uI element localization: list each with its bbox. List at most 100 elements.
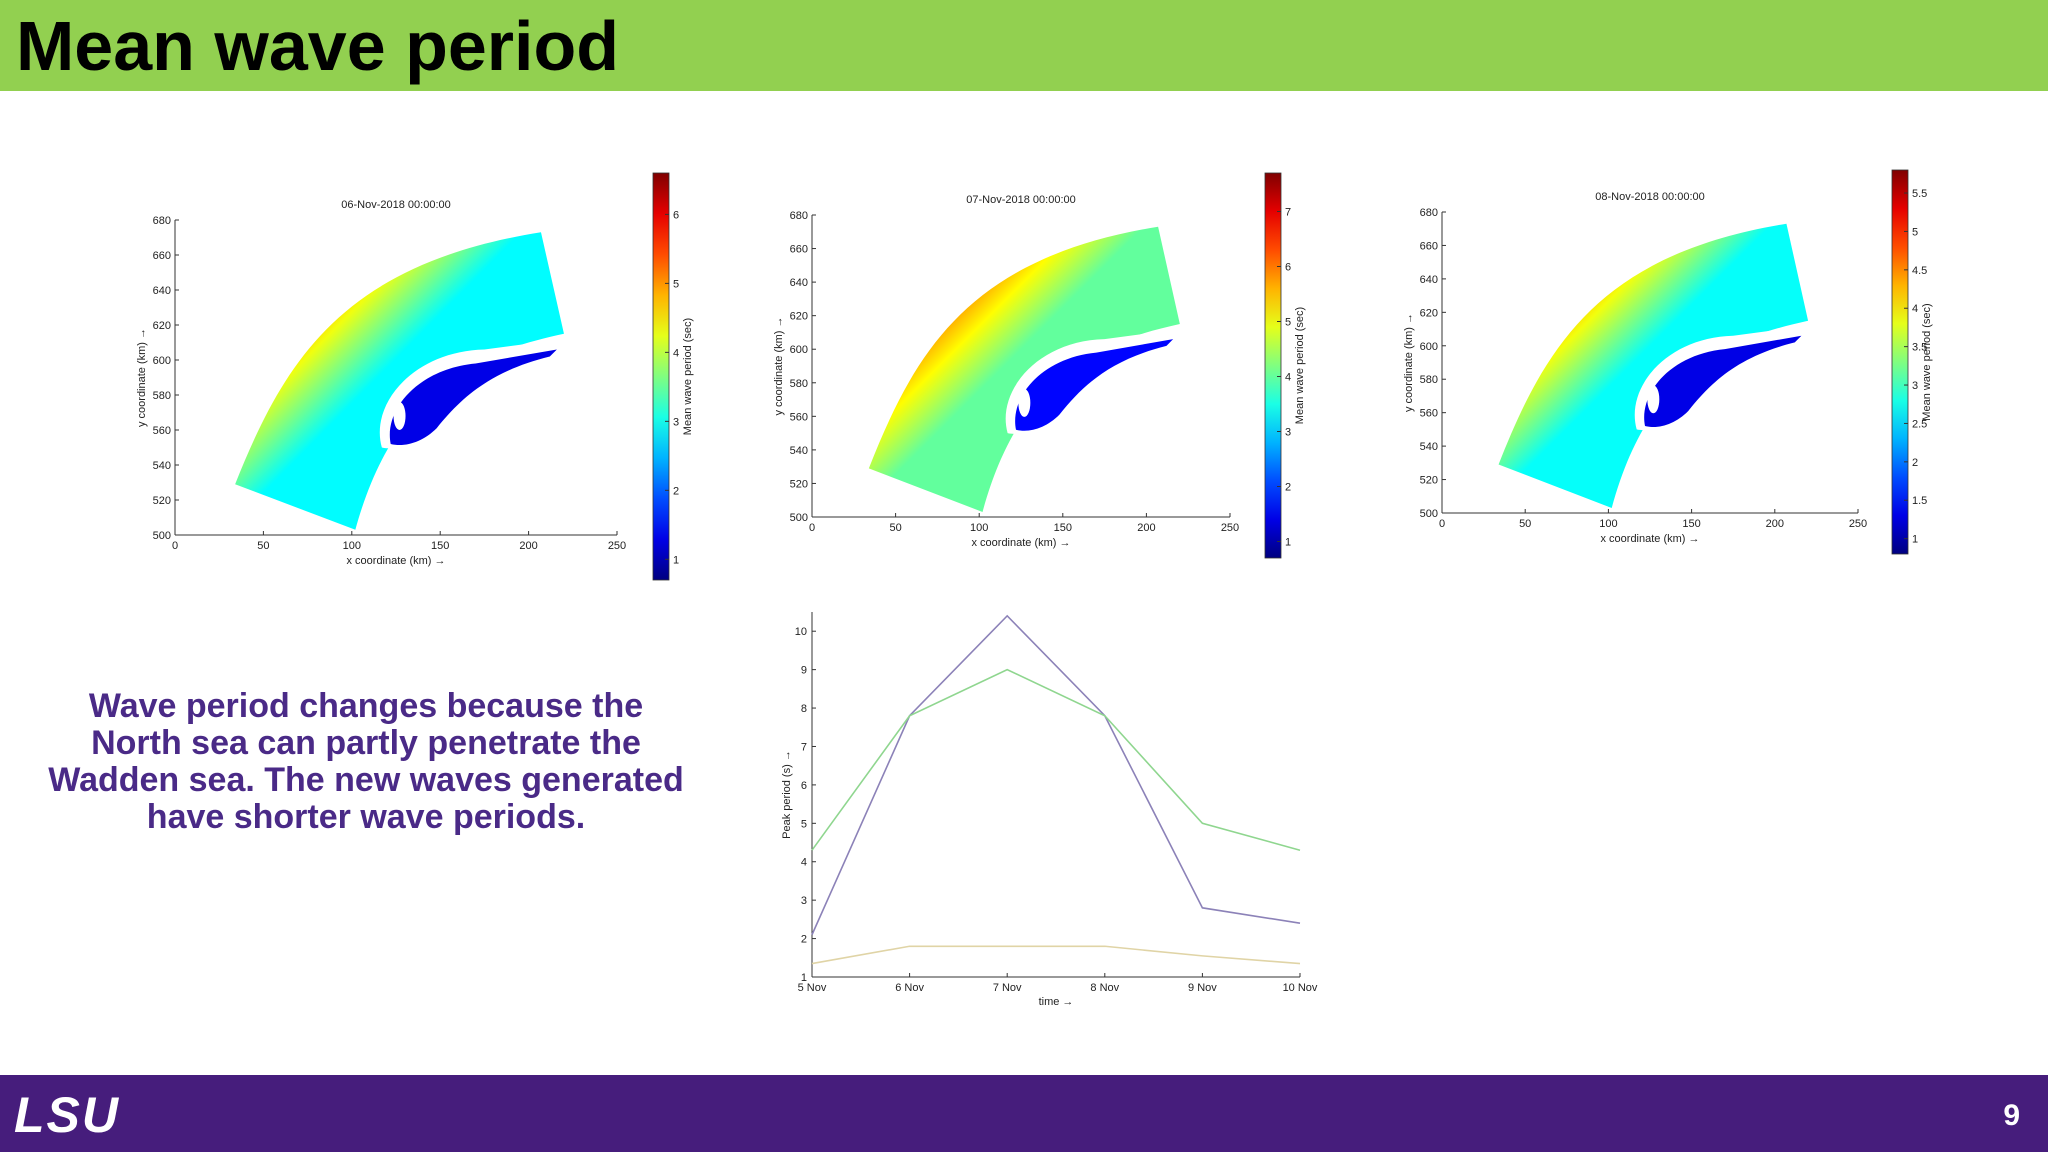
x-tick-label: 50 <box>1519 518 1531 530</box>
slide-body-text: Wave period changes because the North se… <box>48 687 684 836</box>
series-green <box>811 668 1301 851</box>
x-tick-label: 0 <box>172 540 178 552</box>
x-tick-label: 5 Nov <box>798 982 827 994</box>
island <box>1647 385 1660 414</box>
x-tick-label: 250 <box>1221 522 1239 534</box>
y-tick-label: 640 <box>153 285 171 297</box>
y-tick-label: 640 <box>1420 274 1438 286</box>
title-bar <box>0 0 2048 91</box>
y-tick-label: 9 <box>801 665 807 677</box>
colorbar-tick-label: 2 <box>673 485 679 497</box>
map-title: 06-Nov-2018 00:00:00 <box>341 199 450 211</box>
model-domain <box>1498 223 1809 508</box>
colorbar-tick-label: 1 <box>1912 534 1918 546</box>
x-tick-label: 100 <box>343 540 361 552</box>
y-tick-label: 3 <box>801 895 807 907</box>
x-axis-label: x coordinate (km) → <box>346 555 445 567</box>
x-tick-label: 150 <box>431 540 449 552</box>
colorbar-tick-label: 3.5 <box>1912 342 1927 354</box>
x-tick-label: 100 <box>1599 518 1617 530</box>
wadden-sea <box>389 349 557 446</box>
y-tick-label: 560 <box>790 411 808 423</box>
y-tick-label: 620 <box>153 320 171 332</box>
y-tick-label: 600 <box>153 355 171 367</box>
y-tick-label: 600 <box>790 344 808 356</box>
map-title: 07-Nov-2018 00:00:00 <box>966 194 1075 206</box>
x-tick-label: 200 <box>1137 522 1155 534</box>
colorbar <box>1891 169 1909 555</box>
colorbar-tick-label: 4 <box>1285 372 1291 384</box>
y-tick-label: 7 <box>801 741 807 753</box>
y-tick-label: 10 <box>795 626 807 638</box>
y-tick-label: 520 <box>1420 475 1438 487</box>
slide-title: Mean wave period <box>16 7 619 85</box>
wadden-sea <box>1015 339 1174 431</box>
y-axis-label: y coordinate (km) → <box>773 316 785 415</box>
x-tick-label: 250 <box>1849 518 1867 530</box>
y-tick-label: 560 <box>1420 408 1438 420</box>
x-tick-label: 150 <box>1682 518 1700 530</box>
island <box>393 402 406 430</box>
y-tick-label: 6 <box>801 780 807 792</box>
line-chart: 1 2 3 4 5 6 7 8 9 10 5 Nov 6 Nov 7 Nov 8 Nov 9 Nov 10 N… <box>781 612 1318 1008</box>
y-tick-label: 660 <box>790 244 808 256</box>
colorbar-tick-label: 4.5 <box>1912 265 1927 277</box>
y-tick-label: 4 <box>801 857 807 869</box>
colorbar-tick-label: 2.5 <box>1912 418 1927 430</box>
colorbar-tick-label: 2 <box>1912 457 1918 469</box>
y-axis-label: Peak period (s) → <box>781 750 793 839</box>
y-tick-label: 580 <box>790 378 808 390</box>
series-purple <box>811 614 1301 936</box>
x-tick-label: 50 <box>257 540 269 552</box>
y-tick-label: 8 <box>801 703 807 715</box>
colorbar-tick-label: 1.5 <box>1912 495 1927 507</box>
x-axis-label: x coordinate (km) → <box>1600 533 1699 545</box>
map-panel: 0 50 100 150 200 2505005205405605806006206406… <box>1403 169 1933 555</box>
y-tick-label: 540 <box>1420 441 1438 453</box>
colorbar-label: Mean wave period (sec) <box>682 318 694 435</box>
y-tick-label: 520 <box>790 478 808 490</box>
model-domain <box>235 232 564 530</box>
y-tick-label: 580 <box>1420 374 1438 386</box>
y-tick-label: 660 <box>1420 240 1438 252</box>
footer-bar <box>0 1075 2048 1152</box>
colorbar <box>652 172 670 581</box>
colorbar-tick-label: 1 <box>673 554 679 566</box>
x-tick-label: 10 Nov <box>1283 982 1318 994</box>
y-tick-label: 2 <box>801 934 807 946</box>
map-panel: 0 50 100 150 200 2505005205405605806006206406… <box>773 172 1306 559</box>
colorbar-tick-label: 6 <box>673 209 679 221</box>
y-tick-label: 680 <box>153 215 171 227</box>
y-tick-label: 640 <box>790 277 808 289</box>
y-tick-label: 660 <box>153 250 171 262</box>
colorbar-label: Mean wave period (sec) <box>1921 303 1933 420</box>
x-axis-label: x coordinate (km) → <box>971 537 1070 549</box>
y-tick-label: 560 <box>153 425 171 437</box>
x-tick-label: 7 Nov <box>993 982 1022 994</box>
y-tick-label: 500 <box>1420 508 1438 520</box>
y-tick-label: 680 <box>1420 207 1438 219</box>
x-tick-label: 150 <box>1054 522 1072 534</box>
x-tick-label: 50 <box>889 522 901 534</box>
map-panel: 0 50 100 150 200 2505005205405605806006206406… <box>136 172 694 581</box>
y-tick-label: 600 <box>1420 341 1438 353</box>
colorbar-tick-label: 3 <box>673 416 679 428</box>
x-tick-label: 100 <box>970 522 988 534</box>
colorbar-tick-label: 5 <box>1912 226 1918 238</box>
colorbar-tick-label: 5 <box>673 278 679 290</box>
colorbar-tick-label: 5 <box>1285 317 1291 329</box>
wadden-sea <box>1644 335 1802 428</box>
y-tick-label: 620 <box>1420 307 1438 319</box>
y-tick-label: 500 <box>153 530 171 542</box>
model-domain <box>868 226 1180 512</box>
colorbar-tick-label: 4 <box>673 347 679 359</box>
x-tick-label: 200 <box>519 540 537 552</box>
island <box>1018 388 1031 417</box>
y-tick-label: 620 <box>790 311 808 323</box>
x-tick-label: 0 <box>1439 518 1445 530</box>
x-tick-label: 0 <box>809 522 815 534</box>
colorbar-tick-label: 6 <box>1285 262 1291 274</box>
colorbar-tick-label: 3 <box>1285 427 1291 439</box>
colorbar-tick-label: 7 <box>1285 207 1291 219</box>
x-tick-label: 6 Nov <box>895 982 924 994</box>
